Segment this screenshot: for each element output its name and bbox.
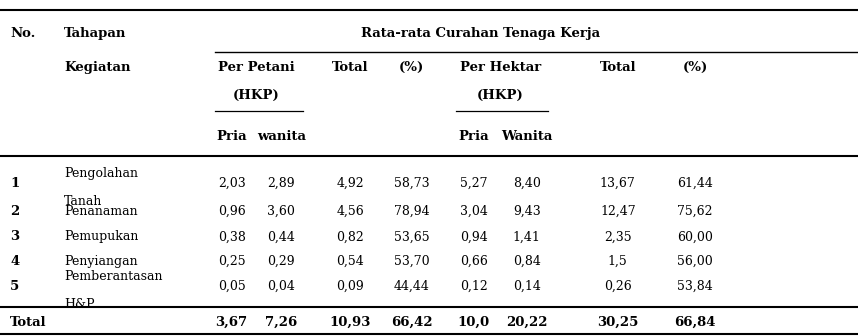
Text: 0,12: 0,12 <box>460 280 487 293</box>
Text: 0,54: 0,54 <box>336 255 364 268</box>
Text: Penyiangan: Penyiangan <box>64 255 138 268</box>
Text: (%): (%) <box>399 61 425 74</box>
Text: 58,73: 58,73 <box>394 177 430 190</box>
Text: 0,44: 0,44 <box>268 230 295 243</box>
Text: Rata-rata Curahan Tenaga Kerja: Rata-rata Curahan Tenaga Kerja <box>361 27 600 40</box>
Text: Pria: Pria <box>458 130 489 142</box>
Text: 0,25: 0,25 <box>218 255 245 268</box>
Text: 10,93: 10,93 <box>329 316 371 329</box>
Text: 0,94: 0,94 <box>460 230 487 243</box>
Text: Per Petani: Per Petani <box>218 61 295 74</box>
Text: 0,26: 0,26 <box>604 280 631 293</box>
Text: Pemberantasan: Pemberantasan <box>64 270 163 283</box>
Text: Wanita: Wanita <box>501 130 553 142</box>
Text: (HKP): (HKP) <box>233 89 280 102</box>
Text: 7,26: 7,26 <box>265 316 298 329</box>
Text: 9,43: 9,43 <box>513 205 541 218</box>
Text: 0,09: 0,09 <box>336 280 364 293</box>
Text: Pemupukan: Pemupukan <box>64 230 139 243</box>
Text: Tanah: Tanah <box>64 195 103 208</box>
Text: Tahapan: Tahapan <box>64 27 127 40</box>
Text: H&P: H&P <box>64 298 95 311</box>
Text: 1,41: 1,41 <box>513 230 541 243</box>
Text: 0,38: 0,38 <box>218 230 245 243</box>
Text: 4,92: 4,92 <box>336 177 364 190</box>
Text: 12,47: 12,47 <box>600 205 636 218</box>
Text: 66,84: 66,84 <box>674 316 716 329</box>
Text: 0,82: 0,82 <box>336 230 364 243</box>
Text: 10,0: 10,0 <box>457 316 490 329</box>
Text: 13,67: 13,67 <box>600 177 636 190</box>
Text: 56,00: 56,00 <box>677 255 713 268</box>
Text: 0,96: 0,96 <box>218 205 245 218</box>
Text: 3,67: 3,67 <box>215 316 248 329</box>
Text: 0,84: 0,84 <box>513 255 541 268</box>
Text: 4,56: 4,56 <box>336 205 364 218</box>
Text: 2,35: 2,35 <box>604 230 631 243</box>
Text: 3,04: 3,04 <box>460 205 487 218</box>
Text: 61,44: 61,44 <box>677 177 713 190</box>
Text: 0,14: 0,14 <box>513 280 541 293</box>
Text: (HKP): (HKP) <box>477 89 523 102</box>
Text: 5,27: 5,27 <box>460 177 487 190</box>
Text: Pengolahan: Pengolahan <box>64 167 138 179</box>
Text: 75,62: 75,62 <box>677 205 713 218</box>
Text: 3: 3 <box>10 230 20 243</box>
Text: Per Hektar: Per Hektar <box>460 61 541 74</box>
Text: 8,40: 8,40 <box>513 177 541 190</box>
Text: 0,05: 0,05 <box>218 280 245 293</box>
Text: 2,89: 2,89 <box>268 177 295 190</box>
Text: 53,84: 53,84 <box>677 280 713 293</box>
Text: 0,66: 0,66 <box>460 255 487 268</box>
Text: 0,29: 0,29 <box>268 255 295 268</box>
Text: Total: Total <box>10 316 47 329</box>
Text: 0,04: 0,04 <box>268 280 295 293</box>
Text: 5: 5 <box>10 280 20 293</box>
Text: 2: 2 <box>10 205 20 218</box>
Text: 53,65: 53,65 <box>394 230 430 243</box>
Text: 1: 1 <box>10 177 20 190</box>
Text: 2,03: 2,03 <box>218 177 245 190</box>
Text: 66,42: 66,42 <box>391 316 432 329</box>
Text: Total: Total <box>332 61 368 74</box>
Text: 78,94: 78,94 <box>394 205 430 218</box>
Text: Penanaman: Penanaman <box>64 205 138 218</box>
Text: Total: Total <box>600 61 636 74</box>
Text: No.: No. <box>10 27 36 40</box>
Text: 3,60: 3,60 <box>268 205 295 218</box>
Text: 20,22: 20,22 <box>506 316 547 329</box>
Text: 1,5: 1,5 <box>607 255 628 268</box>
Text: (%): (%) <box>682 61 708 74</box>
Text: 30,25: 30,25 <box>597 316 638 329</box>
Text: Kegiatan: Kegiatan <box>64 61 131 74</box>
Text: 53,70: 53,70 <box>394 255 430 268</box>
Text: wanita: wanita <box>257 130 306 142</box>
Text: Pria: Pria <box>216 130 247 142</box>
Text: 60,00: 60,00 <box>677 230 713 243</box>
Text: 44,44: 44,44 <box>394 280 430 293</box>
Text: 4: 4 <box>10 255 20 268</box>
